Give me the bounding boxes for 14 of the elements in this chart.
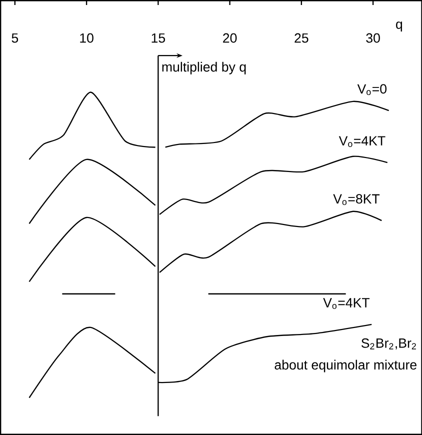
x-tick-label: 20 — [222, 33, 237, 43]
x-tick-label: 30 — [366, 33, 380, 43]
text: multiplied by q — [162, 62, 246, 74]
x-tick-label: 5 — [12, 33, 18, 43]
x-tick-label: 25 — [294, 33, 308, 43]
series-label: V$_{o}$=4KT — [338, 136, 386, 147]
annotation: S$_{2}$Br$_{2}$,Br$_{2}$ — [361, 338, 416, 350]
annotation: about equimolar mixture — [274, 360, 416, 372]
series-label: V$_{o}$=8KT — [332, 194, 380, 206]
x-axis-title: q — [396, 22, 402, 32]
x-tick-label: 15 — [152, 33, 165, 43]
series-label: V$_{o}$=0 — [357, 84, 386, 96]
series-label: V$_{o}$=4KT — [322, 298, 370, 309]
x-tick-label: 10 — [80, 33, 94, 43]
